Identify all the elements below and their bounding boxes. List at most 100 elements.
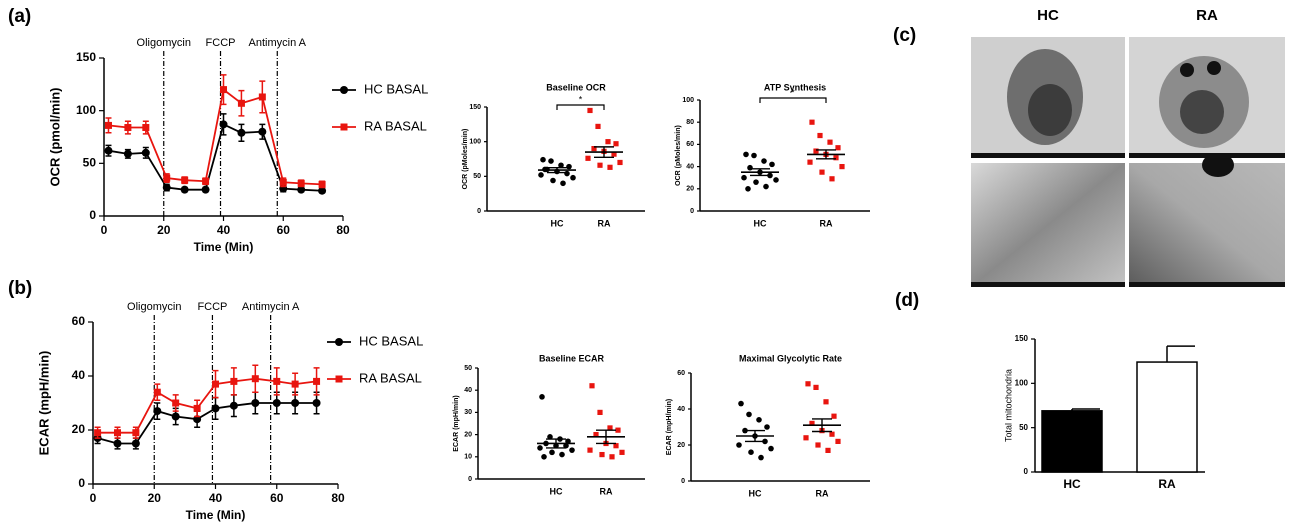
marker (570, 174, 576, 181)
x-tick-label: HC (749, 488, 762, 498)
x-axis-title: Time (Min) (186, 508, 246, 522)
marker (335, 375, 343, 383)
marker (748, 449, 754, 456)
scale-strip (1129, 153, 1285, 158)
marker (809, 420, 815, 426)
marker (738, 400, 744, 407)
x-tick-label: 0 (101, 223, 108, 237)
bar (1041, 410, 1103, 473)
marker (593, 432, 599, 438)
panel-label: (a) (8, 6, 31, 27)
marker (104, 146, 113, 155)
marker (229, 401, 238, 410)
marker (172, 399, 180, 407)
significance-label: * (579, 94, 583, 104)
marker (237, 99, 245, 107)
marker (258, 127, 267, 136)
marker (94, 429, 102, 437)
y-tick-label: 30 (464, 409, 472, 416)
marker (835, 145, 841, 151)
x-tick-label: 40 (217, 223, 231, 237)
sem-bar (546, 438, 566, 449)
marker (291, 399, 300, 407)
sem-bar (547, 166, 567, 174)
x-tick-label: 60 (277, 223, 291, 237)
marker (153, 407, 162, 416)
x-tick-label: 20 (157, 223, 171, 237)
x-tick-label: RA (820, 218, 833, 228)
chart-title: ATP Synthesis (764, 82, 826, 92)
marker (741, 174, 747, 181)
x-tick-label: 80 (336, 223, 350, 237)
y-tick-label: 150 (76, 50, 96, 64)
marker (591, 146, 597, 152)
marker (220, 86, 227, 94)
marker (219, 120, 228, 129)
y-tick-label: 0 (89, 208, 96, 222)
marker (813, 384, 819, 390)
marker (566, 163, 572, 170)
legend-label: RA BASAL (364, 118, 427, 133)
y-tick-label: 150 (1015, 334, 1029, 343)
marker (318, 186, 327, 195)
marker (114, 429, 121, 437)
y-tick-label: 100 (1015, 378, 1029, 387)
bar (1136, 361, 1198, 473)
marker (827, 139, 833, 145)
error-bar (1166, 345, 1195, 363)
marker (747, 164, 753, 171)
marker (537, 445, 543, 451)
marker (813, 148, 819, 154)
marker (761, 158, 767, 164)
marker (829, 176, 835, 182)
annotation: Oligomycin (127, 301, 181, 313)
scale-strip (1129, 282, 1285, 287)
y-tick-label: 0 (681, 478, 685, 485)
marker (736, 442, 742, 448)
sem-bar (816, 149, 836, 160)
marker (251, 399, 260, 407)
marker (297, 185, 306, 194)
marker (104, 121, 112, 129)
marker (839, 164, 845, 170)
marker (751, 152, 757, 159)
granule (1207, 61, 1221, 75)
panel-label: (d) (895, 290, 919, 311)
significance-label: * (791, 87, 795, 97)
y-tick-label: 20 (686, 186, 694, 193)
annotation: FCCP (206, 37, 236, 49)
micrograph-label: HC (1037, 7, 1059, 24)
marker (181, 176, 189, 184)
annotation: Antimycin A (249, 37, 307, 49)
marker (258, 93, 266, 101)
significance-bracket (556, 104, 605, 110)
marker (805, 381, 811, 387)
marker (212, 380, 219, 388)
marker (162, 183, 171, 192)
micrograph (1129, 163, 1285, 287)
y-tick-label: 10 (464, 454, 472, 461)
x-tick-label: RA (816, 488, 829, 498)
series-line (108, 88, 323, 186)
nucleus (1028, 84, 1072, 136)
legend-label: HC BASAL (359, 333, 423, 348)
marker (803, 435, 809, 441)
y-tick-label: 50 (1019, 423, 1028, 432)
marker (585, 155, 591, 161)
x-tick-label: 60 (270, 491, 284, 505)
y-tick-label: 60 (686, 141, 694, 148)
marker (272, 399, 281, 407)
series-line (97, 377, 317, 434)
sem-bar (596, 429, 616, 445)
marker (547, 434, 553, 440)
marker (202, 177, 210, 185)
marker (124, 124, 132, 132)
marker (823, 399, 829, 405)
marker (550, 177, 556, 184)
annotation: Oligomycin (137, 37, 191, 49)
series-line (97, 402, 317, 445)
y-tick-label: 20 (72, 422, 86, 436)
marker (815, 442, 821, 448)
marker (597, 409, 603, 415)
y-axis-title: OCR (pMoles/min) (675, 125, 682, 186)
